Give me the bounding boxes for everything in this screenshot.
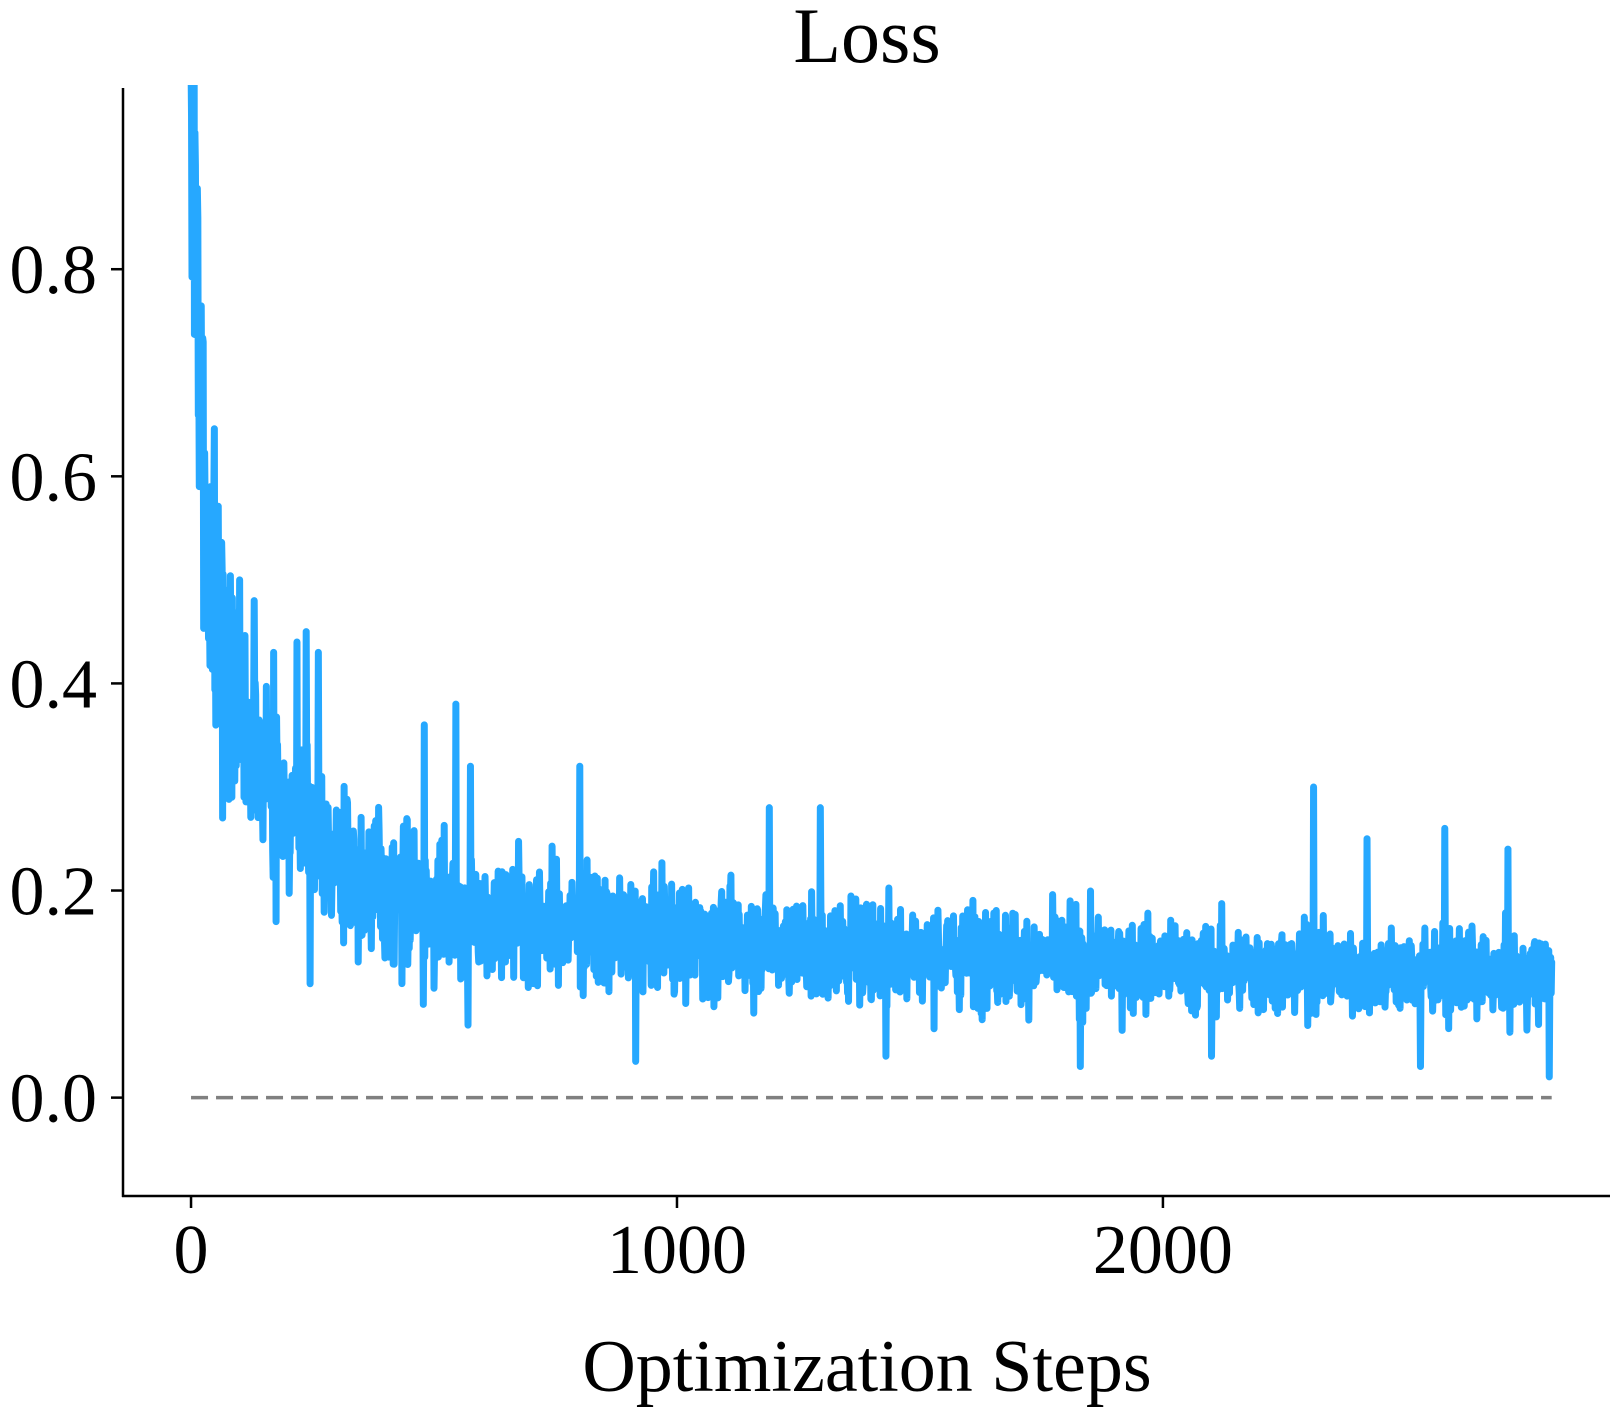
x-tick-label: 1000 <box>607 1212 747 1289</box>
y-tick-label: 0.2 <box>10 854 98 931</box>
x-tick-label: 2000 <box>1093 1212 1233 1289</box>
x-axis-label: Optimization Steps <box>582 1326 1151 1408</box>
y-tick-label: 0.0 <box>10 1061 98 1138</box>
chart-title: Loss <box>793 0 940 79</box>
y-tick-label: 0.4 <box>10 646 98 723</box>
y-tick-label: 0.8 <box>10 232 98 309</box>
y-axis-ticks: 0.0 0.2 0.4 0.6 0.8 <box>10 232 123 1138</box>
loss-series-line <box>187 85 1556 1081</box>
y-tick-label: 0.6 <box>10 439 98 516</box>
x-axis-ticks: 0 1000 2000 <box>174 1196 1233 1289</box>
x-tick-label: 0 <box>174 1212 209 1289</box>
